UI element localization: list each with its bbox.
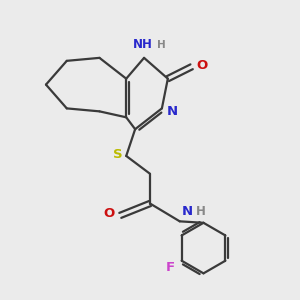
Text: F: F xyxy=(166,261,175,274)
Text: H: H xyxy=(196,205,206,218)
Text: O: O xyxy=(196,59,207,72)
Text: N: N xyxy=(166,105,178,118)
Text: N: N xyxy=(182,205,193,218)
Text: O: O xyxy=(104,207,115,220)
Text: S: S xyxy=(113,148,123,161)
Text: H: H xyxy=(157,40,165,50)
Text: NH: NH xyxy=(133,38,152,51)
